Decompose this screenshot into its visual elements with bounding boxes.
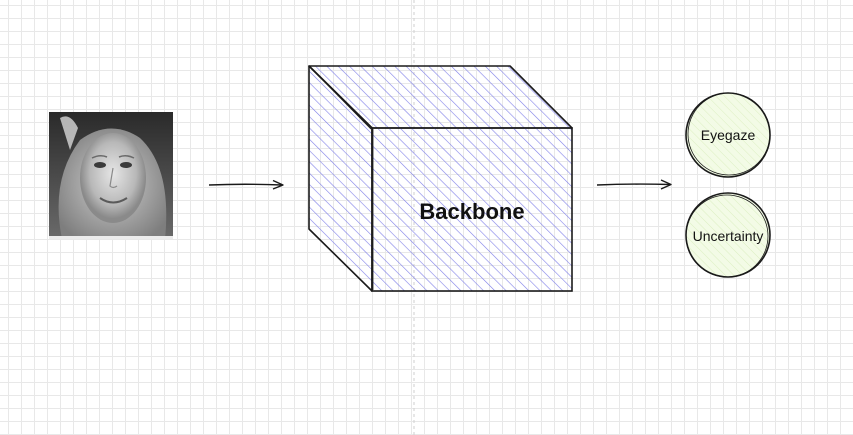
output-label-eyegaze: Eyegaze [701,127,756,143]
arrow-right-icon [596,179,672,190]
backbone-label: Backbone [419,199,524,224]
output-node-uncertainty: Uncertainty [685,192,771,278]
output-label-uncertainty: Uncertainty [693,228,764,244]
arrow-right-icon [208,179,284,190]
input-face-image [49,112,173,239]
output-node-eyegaze: Eyegaze [685,92,771,178]
backbone-cube: Backbone [308,65,573,292]
